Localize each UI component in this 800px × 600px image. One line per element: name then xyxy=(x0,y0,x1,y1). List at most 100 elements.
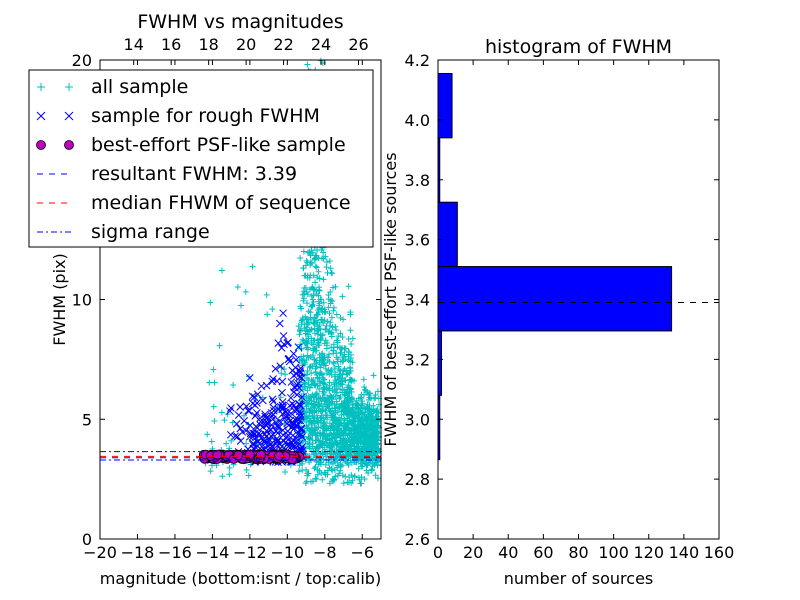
all-sample-point xyxy=(369,417,376,424)
all-sample-point xyxy=(340,401,347,408)
all-sample-point xyxy=(298,317,305,324)
all-sample-point xyxy=(328,398,335,405)
all-sample-point xyxy=(304,440,311,447)
rough-fwhm-point xyxy=(269,403,278,412)
all-sample-point xyxy=(372,455,379,462)
all-sample-point xyxy=(372,472,379,479)
all-sample-point xyxy=(303,288,310,295)
x-tick-label: 80 xyxy=(568,543,588,562)
all-sample-point xyxy=(308,427,315,434)
all-sample-point xyxy=(319,353,326,360)
all-sample-point xyxy=(306,412,313,419)
all-sample-point xyxy=(336,395,343,402)
all-sample-point xyxy=(346,349,353,356)
all-sample-point xyxy=(305,308,312,315)
y-tick-label: 3.4 xyxy=(405,291,430,310)
all-sample-point xyxy=(333,311,340,318)
y-tick-label: 5 xyxy=(82,410,92,429)
all-sample-point xyxy=(210,403,217,410)
all-sample-point xyxy=(302,445,309,452)
all-sample-point xyxy=(301,284,308,291)
left-hlines-layer xyxy=(100,451,381,461)
all-sample-point xyxy=(317,335,324,342)
all-sample-point xyxy=(320,276,327,283)
all-sample-point xyxy=(269,306,276,313)
legend-plus-marker xyxy=(37,83,45,91)
all-sample-point xyxy=(334,459,341,466)
rough-fwhm-point xyxy=(236,437,245,445)
all-sample-point xyxy=(318,371,325,378)
left-scatter-panel: −20 −18 −16 −14 −12 −10 −8 −6 0 5 10 20 14 16 18 20 22 24… xyxy=(28,11,383,588)
all-sample-point xyxy=(313,412,320,419)
all-sample-point xyxy=(330,284,337,291)
psf-sample-point xyxy=(233,450,244,461)
all-sample-point xyxy=(327,443,334,450)
all-sample-point xyxy=(307,261,314,268)
rough-fwhm-point xyxy=(248,399,257,408)
all-sample-point xyxy=(319,331,326,338)
all-sample-point xyxy=(336,431,343,438)
rough-fwhm-point xyxy=(287,378,296,386)
all-sample-point xyxy=(330,423,337,430)
rough-fwhm-point xyxy=(273,434,281,443)
all-sample-point xyxy=(308,381,315,388)
all-sample-point xyxy=(368,467,375,474)
all-sample-point xyxy=(345,382,352,389)
all-sample-point xyxy=(297,303,304,310)
rough-fwhm-point xyxy=(268,395,277,404)
all-sample-point xyxy=(315,436,322,443)
rough-fwhm-point xyxy=(284,338,292,347)
rough-fwhm-point xyxy=(256,421,265,429)
all-sample-point xyxy=(337,350,344,357)
all-sample-point xyxy=(337,467,344,474)
all-sample-point xyxy=(354,401,361,408)
x-tick-label: 60 xyxy=(533,543,553,562)
all-sample-point xyxy=(321,376,328,383)
rough-fwhm-point xyxy=(254,429,263,438)
all-sample-point xyxy=(322,471,329,478)
all-sample-point xyxy=(321,425,328,432)
top-x-tick-label: 24 xyxy=(311,35,331,54)
all-sample-point xyxy=(330,307,337,314)
all-sample-point xyxy=(207,299,214,306)
all-sample-point xyxy=(317,364,324,371)
rough-fwhm-point xyxy=(276,403,285,411)
all-sample-point xyxy=(368,444,375,451)
rough-fwhm-point xyxy=(246,429,255,438)
all-sample-point xyxy=(360,432,367,439)
rough-fwhm-point xyxy=(297,430,305,439)
all-sample-point xyxy=(374,461,381,468)
all-sample-point xyxy=(357,394,364,401)
rough-fwhm-point xyxy=(290,401,298,410)
all-sample-point xyxy=(346,426,353,433)
all-sample-point xyxy=(304,249,311,256)
all-sample-point xyxy=(307,326,314,333)
rough-fwhm-point xyxy=(291,363,300,372)
all-sample-point xyxy=(219,473,226,480)
rough-fwhm-point xyxy=(253,390,262,399)
rough-fwhm-point xyxy=(260,436,269,445)
all-sample-point xyxy=(334,472,341,479)
rough-fwhm-point xyxy=(242,426,250,435)
all-sample-point xyxy=(310,272,317,279)
all-sample-point xyxy=(374,388,381,395)
legend-box xyxy=(28,69,374,248)
all-sample-point xyxy=(316,275,323,282)
x-tick-label: 160 xyxy=(704,543,735,562)
all-sample-point xyxy=(370,430,377,437)
all-sample-point xyxy=(317,429,324,436)
all-sample-point xyxy=(243,440,250,447)
all-sample-point xyxy=(304,331,311,338)
all-sample-point xyxy=(304,315,311,322)
all-sample-point xyxy=(312,437,319,444)
all-sample-point xyxy=(347,327,354,334)
all-sample-point xyxy=(332,394,339,401)
all-sample-point xyxy=(316,386,323,393)
rough-fwhm-point xyxy=(285,357,294,366)
x-tick-label: 100 xyxy=(598,543,629,562)
y-tick-label: 3.6 xyxy=(405,231,430,250)
all-sample-point xyxy=(370,425,377,432)
rough-fwhm-point xyxy=(284,442,293,451)
all-sample-point xyxy=(298,356,305,363)
all-sample-point xyxy=(313,396,320,403)
